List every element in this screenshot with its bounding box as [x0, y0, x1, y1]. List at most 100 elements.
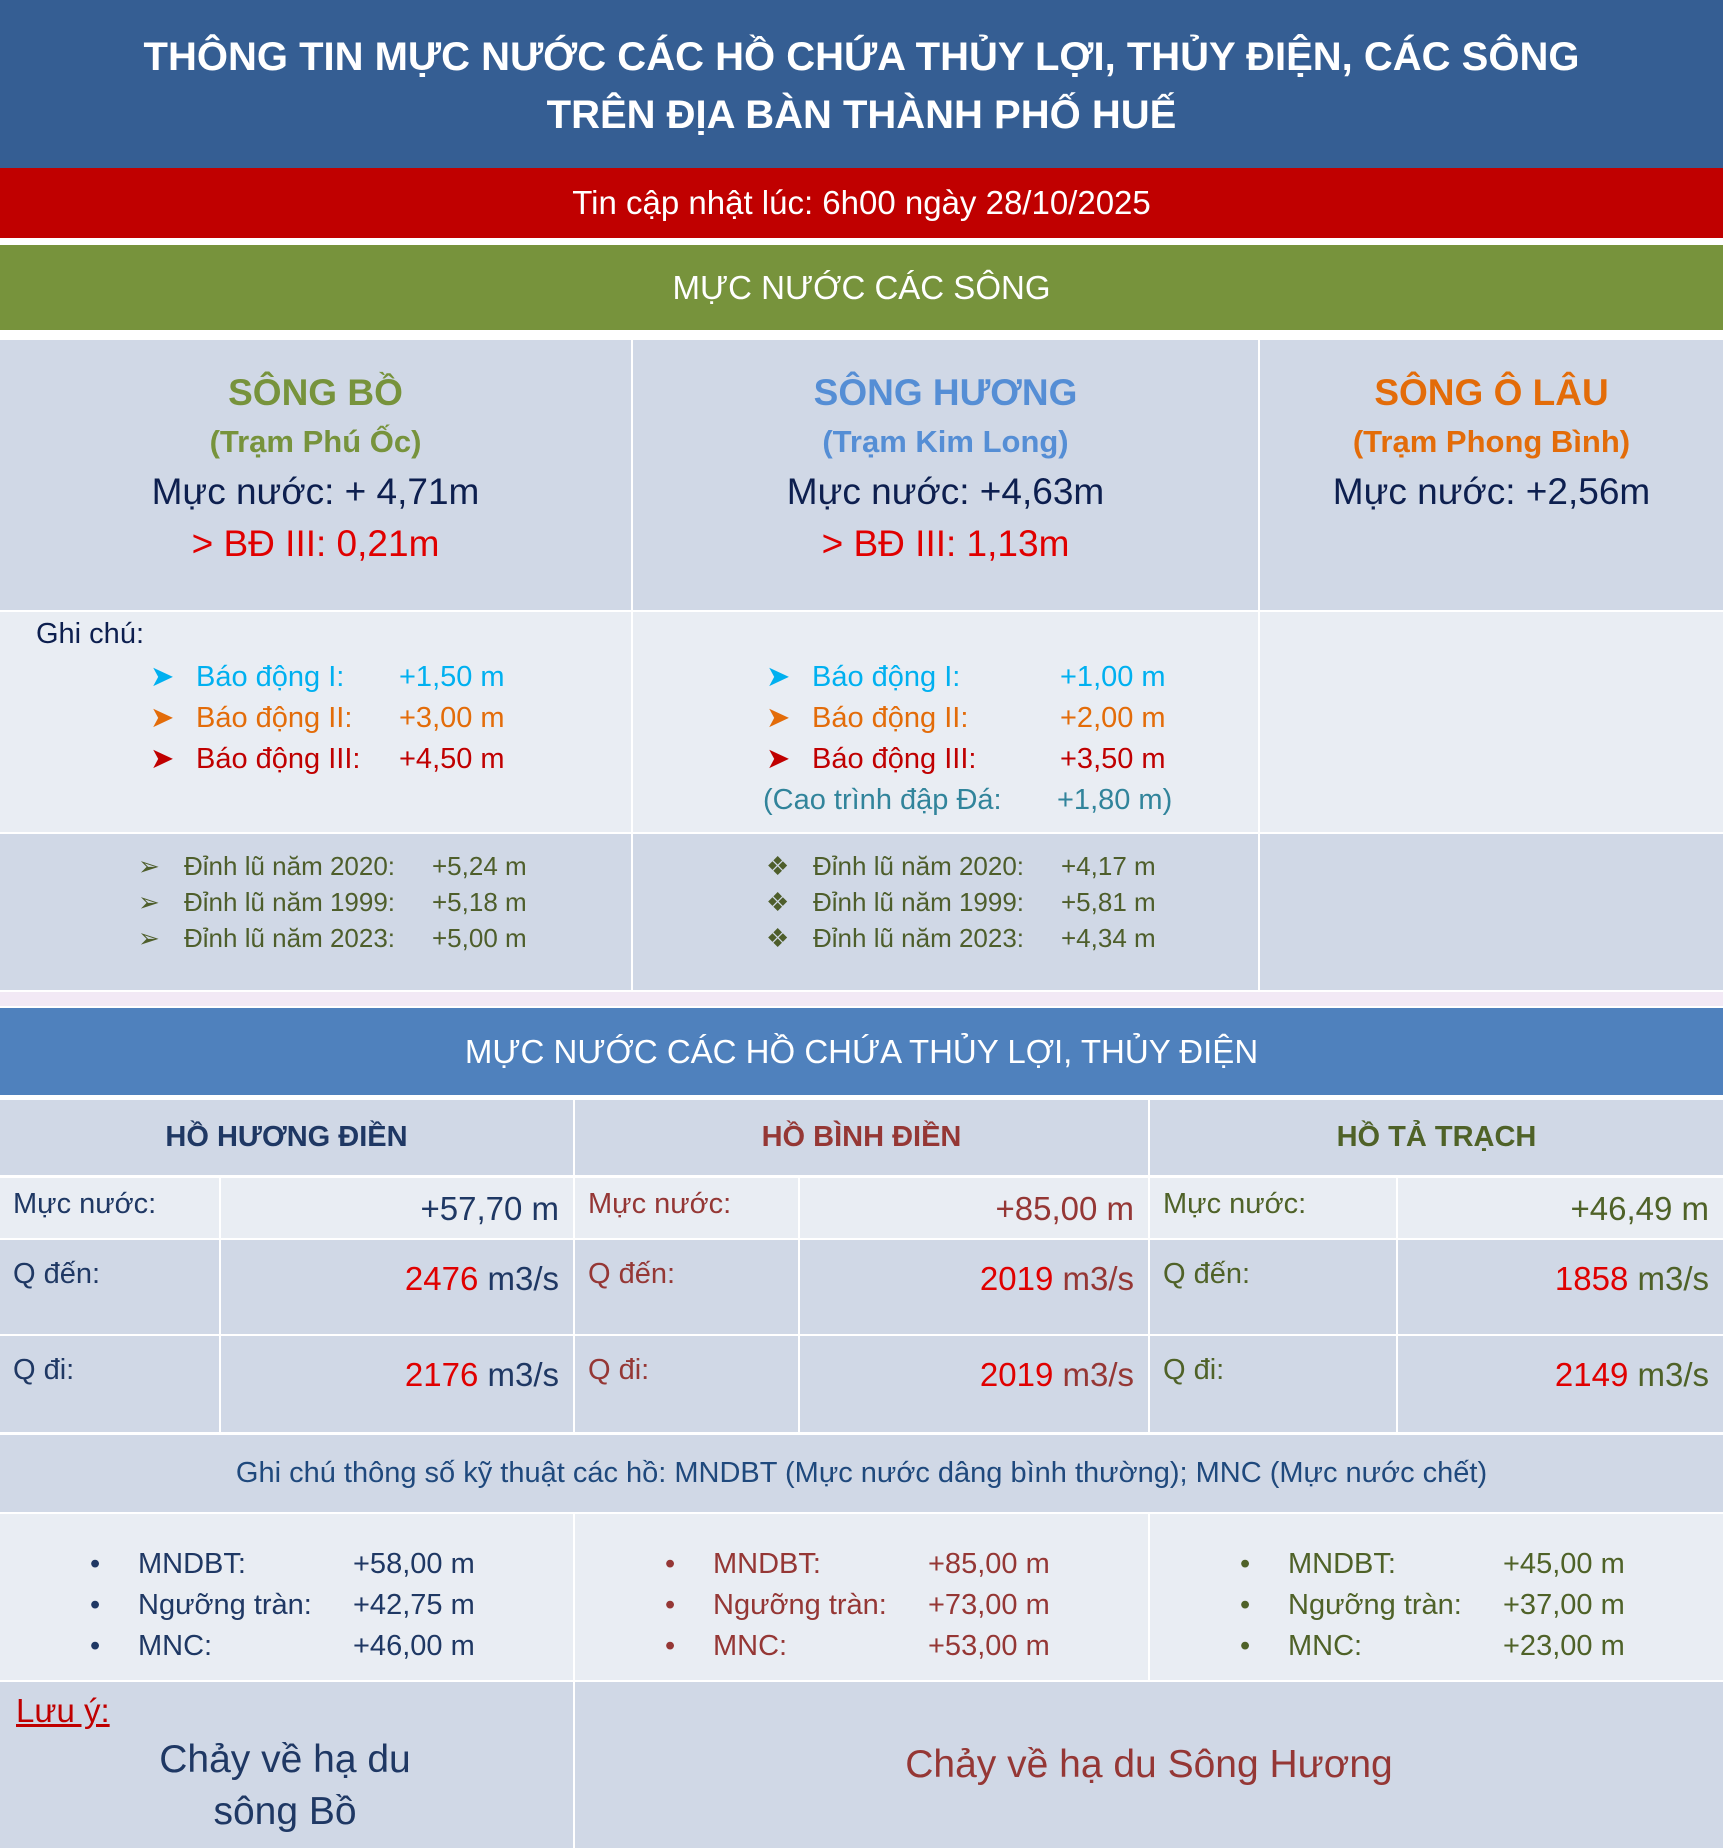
river-name: SÔNG BỒ	[228, 372, 403, 413]
arrow-icon: ➤	[766, 661, 791, 693]
value-inflow: 2476 m3/s	[221, 1240, 573, 1334]
spec-row: • MNC: +46,00 m	[90, 1626, 475, 1667]
alarm-notes-bo: Ghi chú: ➤ Báo động I: +1,50 m ➤ Báo động I…	[0, 612, 631, 832]
flow-bo: Chảy về hạ du sông Bồ	[159, 1738, 411, 1833]
label-level: Mực nước:	[0, 1178, 219, 1238]
bullet-icon: •	[90, 1630, 101, 1662]
river-card-o-lau: SÔNG Ô LÂU (Trạm Phong Bình) Mực nước: +…	[1260, 340, 1723, 610]
alarm-row: ➤ Báo động II: +3,00 m	[150, 698, 505, 739]
alarm-row: ➤ Báo động III: +4,50 m	[150, 739, 505, 780]
flow-huong: Chảy về hạ du Sông Hương	[575, 1682, 1723, 1848]
peaks-huong: ❖ Đỉnh lũ năm 2020: +4,17 m ❖ Đỉnh lũ năm 1…	[633, 834, 1258, 990]
spec-row: • MNDBT: +85,00 m	[665, 1544, 1050, 1585]
river-station: (Trạm Phong Bình)	[1352, 424, 1631, 459]
reservoir-name: HỒ TẢ TRẠCH	[1150, 1100, 1723, 1175]
label-inflow: Q đến:	[1150, 1240, 1396, 1334]
arrow-icon: ➢	[138, 851, 160, 881]
alarm-row: ➤ Báo động II: +2,00 m	[766, 698, 1172, 739]
diamond-icon: ❖	[766, 851, 790, 881]
spec-row: • MNDBT: +58,00 m	[90, 1544, 475, 1585]
alarm-row: ➤ Báo động III: +3,50 m	[766, 739, 1172, 780]
peak-row: ❖ Đỉnh lũ năm 2020: +4,17 m	[766, 848, 1156, 884]
spec-row: • MNDBT: +45,00 m	[1240, 1544, 1625, 1585]
page-header: THÔNG TIN MỰC NƯỚC CÁC HỒ CHỨA THỦY LỢI,…	[0, 0, 1723, 168]
value-level: +46,49 m	[1398, 1178, 1723, 1238]
arrow-icon: ➤	[150, 743, 175, 775]
alarm-notes-huong: ➤ Báo động I: +1,00 m ➤ Báo động II: +2,00 m…	[633, 612, 1258, 832]
peak-row: ❖ Đỉnh lũ năm 1999: +5,81 m	[766, 884, 1156, 920]
bullet-icon: •	[1240, 1548, 1251, 1580]
alarm-row: ➤ Báo động I: +1,50 m	[150, 657, 505, 698]
diamond-icon: ❖	[766, 923, 790, 953]
reservoir-specs: • MNDBT: +85,00 m • Ngưỡng tràn: +73,00 m • MNC…	[575, 1514, 1148, 1680]
arrow-icon: ➤	[766, 702, 791, 734]
label-outflow: Q đi:	[1150, 1336, 1396, 1432]
value-level: +57,70 m	[221, 1178, 573, 1238]
reservoir-name: HỒ BÌNH ĐIỀN	[575, 1100, 1148, 1175]
divider	[0, 992, 1723, 1006]
spec-row: • Ngưỡng tràn: +42,75 m	[90, 1585, 475, 1626]
bullet-icon: •	[1240, 1630, 1251, 1662]
arrow-icon: ➤	[766, 743, 791, 775]
value-outflow: 2019 m3/s	[800, 1336, 1148, 1432]
peak-row: ➢ Đỉnh lũ năm 2020: +5,24 m	[138, 848, 527, 884]
arrow-icon: ➤	[150, 661, 175, 693]
bullet-icon: •	[665, 1630, 676, 1662]
update-time: Tin cập nhật lúc: 6h00 ngày 28/10/2025	[0, 168, 1723, 238]
dam-row: (Cao trình đập Đá: +1,80 m)	[763, 784, 1173, 816]
peak-row: ❖ Đỉnh lũ năm 2023: +4,34 m	[766, 920, 1156, 956]
arrow-icon: ➢	[138, 923, 160, 953]
alarm-notes-empty	[1260, 612, 1723, 832]
label-level: Mực nước:	[1150, 1178, 1396, 1238]
reservoir-specs: • MNDBT: +45,00 m • Ngưỡng tràn: +37,00 m • MNC…	[1150, 1514, 1723, 1680]
spec-row: • Ngưỡng tràn: +37,00 m	[1240, 1585, 1625, 1626]
bullet-icon: •	[90, 1589, 101, 1621]
label-outflow: Q đi:	[0, 1336, 219, 1432]
peak-row: ➢ Đỉnh lũ năm 1999: +5,18 m	[138, 884, 527, 920]
reservoirs-section-title: MỰC NƯỚC CÁC HỒ CHỨA THỦY LỢI, THỦY ĐIỆN	[0, 1008, 1723, 1095]
value-inflow: 1858 m3/s	[1398, 1240, 1723, 1334]
value-inflow: 2019 m3/s	[800, 1240, 1148, 1334]
note-label: Lưu ý:	[16, 1692, 110, 1729]
arrow-icon: ➤	[150, 702, 175, 734]
value-outflow: 2176 m3/s	[221, 1336, 573, 1432]
peaks-empty	[1260, 834, 1723, 990]
tech-note: Ghi chú thông số kỹ thuật các hồ: MNDBT …	[0, 1435, 1723, 1512]
river-name: SÔNG Ô LÂU	[1374, 372, 1609, 413]
value-outflow: 2149 m3/s	[1398, 1336, 1723, 1432]
bullet-icon: •	[90, 1548, 101, 1580]
river-level: Mực nước: + 4,71m	[151, 471, 480, 512]
bullet-icon: •	[1240, 1589, 1251, 1621]
river-card-bo: SÔNG BỒ (Trạm Phú Ốc) Mực nước: + 4,71m …	[0, 340, 631, 610]
river-station: (Trạm Phú Ốc)	[209, 424, 422, 459]
note-bo: Lưu ý: Chảy về hạ du sông Bồ	[0, 1682, 573, 1848]
river-name: SÔNG HƯƠNG	[813, 372, 1078, 413]
reservoir-name: HỒ HƯƠNG ĐIỀN	[0, 1100, 573, 1175]
bullet-icon: •	[665, 1589, 676, 1621]
diamond-icon: ❖	[766, 887, 790, 917]
label-level: Mực nước:	[575, 1178, 798, 1238]
label-inflow: Q đến:	[0, 1240, 219, 1334]
label-inflow: Q đến:	[575, 1240, 798, 1334]
spec-row: • MNC: +53,00 m	[665, 1626, 1050, 1667]
value-level: +85,00 m	[800, 1178, 1148, 1238]
label-outflow: Q đi:	[575, 1336, 798, 1432]
bullet-icon: •	[665, 1548, 676, 1580]
river-over-alarm: > BĐ III: 0,21m	[191, 523, 440, 564]
alarm-row: ➤ Báo động I: +1,00 m	[766, 657, 1172, 698]
note-label: Ghi chú:	[36, 618, 144, 650]
peaks-bo: ➢ Đỉnh lũ năm 2020: +5,24 m ➢ Đỉnh lũ năm 1…	[0, 834, 631, 990]
arrow-icon: ➢	[138, 887, 160, 917]
spec-row: • MNC: +23,00 m	[1240, 1626, 1625, 1667]
river-level: Mực nước: +2,56m	[1332, 471, 1651, 512]
spec-row: • Ngưỡng tràn: +73,00 m	[665, 1585, 1050, 1626]
river-level: Mực nước: +4,63m	[786, 471, 1105, 512]
river-card-huong: SÔNG HƯƠNG (Trạm Kim Long) Mực nước: +4,…	[633, 340, 1258, 610]
rivers-section-title: MỰC NƯỚC CÁC SÔNG	[0, 245, 1723, 330]
title-line-2: TRÊN ĐỊA BÀN THÀNH PHỐ HUẾ	[546, 93, 1177, 137]
reservoir-specs: • MNDBT: +58,00 m • Ngưỡng tràn: +42,75 m • MNC…	[0, 1514, 573, 1680]
river-over-alarm: > BĐ III: 1,13m	[821, 523, 1070, 564]
peak-row: ➢ Đỉnh lũ năm 2023: +5,00 m	[138, 920, 527, 956]
title-line-1: THÔNG TIN MỰC NƯỚC CÁC HỒ CHỨA THỦY LỢI,…	[143, 35, 1580, 79]
river-station: (Trạm Kim Long)	[822, 424, 1069, 459]
